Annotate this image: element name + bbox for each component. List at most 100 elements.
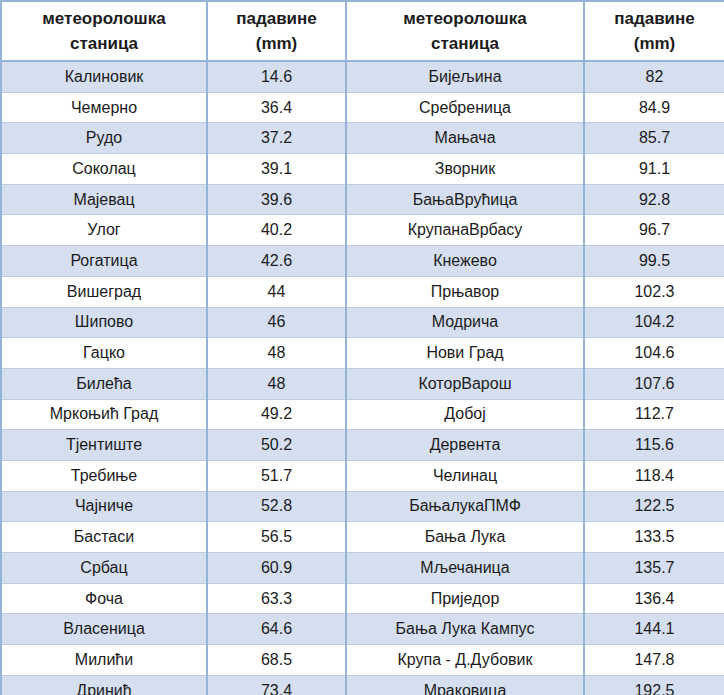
value-cell: 68.5 [207, 645, 346, 676]
station-cell: Мајевац [1, 184, 207, 215]
value-cell: 144.1 [584, 614, 724, 645]
value-cell: 48 [207, 338, 346, 369]
table-row: Требиње 51.7 Челинац 118.4 [1, 460, 724, 491]
table-row: Вишеград 44 Прњавор 102.3 [1, 276, 724, 307]
table-row: Билећа 48 КоторВарош 107.6 [1, 368, 724, 399]
table-row: Чајниче 52.8 БањалукаПМФ 122.5 [1, 491, 724, 522]
value-cell: 48 [207, 368, 346, 399]
value-cell: 133.5 [584, 522, 724, 553]
value-cell: 147.8 [584, 645, 724, 676]
table-row: Чемерно 36.4 Сребреница 84.9 [1, 92, 724, 123]
station-cell: Рогатица [1, 246, 207, 277]
station-cell: Тјентиште [1, 430, 207, 461]
station-cell: Чемерно [1, 92, 207, 123]
header-line-2: (mm) [210, 31, 343, 57]
header-line-2: станица [4, 31, 204, 57]
table-row: Рудо 37.2 Мањача 85.7 [1, 123, 724, 154]
station-cell: Нови Град [346, 338, 584, 369]
value-cell: 135.7 [584, 553, 724, 584]
station-cell: Чајниче [1, 491, 207, 522]
value-cell: 104.6 [584, 338, 724, 369]
value-cell: 73.4 [207, 675, 346, 695]
station-cell: Прњавор [346, 276, 584, 307]
value-cell: 122.5 [584, 491, 724, 522]
value-cell: 92.8 [584, 184, 724, 215]
table-header: метеоролошка станица падавине (mm) метео… [1, 1, 724, 61]
table-row: Фоча 63.3 Приједор 136.4 [1, 583, 724, 614]
value-cell: 136.4 [584, 583, 724, 614]
station-cell: Добој [346, 399, 584, 430]
value-cell: 39.6 [207, 184, 346, 215]
table-row: Бастаси 56.5 Бања Лука 133.5 [1, 522, 724, 553]
table-body: Калиновик 14.6 Бијељина 82 Чемерно 36.4 … [1, 61, 724, 695]
value-cell: 52.8 [207, 491, 346, 522]
value-cell: 64.6 [207, 614, 346, 645]
value-cell: 39.1 [207, 154, 346, 185]
column-header-station-2: метеоролошка станица [346, 1, 584, 61]
station-cell: Модрича [346, 307, 584, 338]
value-cell: 44 [207, 276, 346, 307]
value-cell: 60.9 [207, 553, 346, 584]
station-cell: Србац [1, 553, 207, 584]
value-cell: 51.7 [207, 460, 346, 491]
value-cell: 84.9 [584, 92, 724, 123]
header-line-1: падавине [587, 6, 722, 32]
value-cell: 91.1 [584, 154, 724, 185]
value-cell: 46 [207, 307, 346, 338]
table-row: Србац 60.9 Мљечаница 135.7 [1, 553, 724, 584]
value-cell: 107.6 [584, 368, 724, 399]
station-cell: Кнежево [346, 246, 584, 277]
value-cell: 102.3 [584, 276, 724, 307]
value-cell: 50.2 [207, 430, 346, 461]
station-cell: Соколац [1, 154, 207, 185]
column-header-precip-1: падавине (mm) [207, 1, 346, 61]
table-row: Улог 40.2 КрупанаВрбасу 96.7 [1, 215, 724, 246]
value-cell: 37.2 [207, 123, 346, 154]
table-row: Гацко 48 Нови Град 104.6 [1, 338, 724, 369]
value-cell: 118.4 [584, 460, 724, 491]
header-line-1: метеоролошка [4, 6, 204, 32]
station-cell: Крупа - Д.Дубовик [346, 645, 584, 676]
station-cell: Приједор [346, 583, 584, 614]
station-cell: Фоча [1, 583, 207, 614]
value-cell: 40.2 [207, 215, 346, 246]
station-cell: Бастаси [1, 522, 207, 553]
station-cell: Мраковица [346, 675, 584, 695]
station-cell: Бања Лука [346, 522, 584, 553]
table-row: Дринић 73.4 Мраковица 192.5 [1, 675, 724, 695]
station-cell: Дринић [1, 675, 207, 695]
header-line-2: (mm) [587, 31, 722, 57]
table-row: Милићи 68.5 Крупа - Д.Дубовик 147.8 [1, 645, 724, 676]
column-header-station-1: метеоролошка станица [1, 1, 207, 61]
value-cell: 36.4 [207, 92, 346, 123]
station-cell: Мљечаница [346, 553, 584, 584]
station-cell: Улог [1, 215, 207, 246]
value-cell: 82 [584, 61, 724, 92]
station-cell: Требиње [1, 460, 207, 491]
precipitation-table: метеоролошка станица падавине (mm) метео… [0, 0, 724, 695]
table-row: Тјентиште 50.2 Дервента 115.6 [1, 430, 724, 461]
value-cell: 14.6 [207, 61, 346, 92]
station-cell: Власеница [1, 614, 207, 645]
station-cell: Рудо [1, 123, 207, 154]
station-cell: БањаВрућица [346, 184, 584, 215]
station-cell: Калиновик [1, 61, 207, 92]
station-cell: Бијељина [346, 61, 584, 92]
table-row: Власеница 64.6 Бања Лука Кампус 144.1 [1, 614, 724, 645]
station-cell: Вишеград [1, 276, 207, 307]
header-line-1: метеоролошка [349, 6, 581, 32]
station-cell: Сребреница [346, 92, 584, 123]
value-cell: 63.3 [207, 583, 346, 614]
value-cell: 99.5 [584, 246, 724, 277]
station-cell: Шипово [1, 307, 207, 338]
station-cell: Милићи [1, 645, 207, 676]
station-cell: Мањача [346, 123, 584, 154]
column-header-precip-2: падавине (mm) [584, 1, 724, 61]
station-cell: Дервента [346, 430, 584, 461]
header-row: метеоролошка станица падавине (mm) метео… [1, 1, 724, 61]
header-line-2: станица [349, 31, 581, 57]
table-row: Калиновик 14.6 Бијељина 82 [1, 61, 724, 92]
table-row: Соколац 39.1 Зворник 91.1 [1, 154, 724, 185]
value-cell: 42.6 [207, 246, 346, 277]
table-row: Рогатица 42.6 Кнежево 99.5 [1, 246, 724, 277]
